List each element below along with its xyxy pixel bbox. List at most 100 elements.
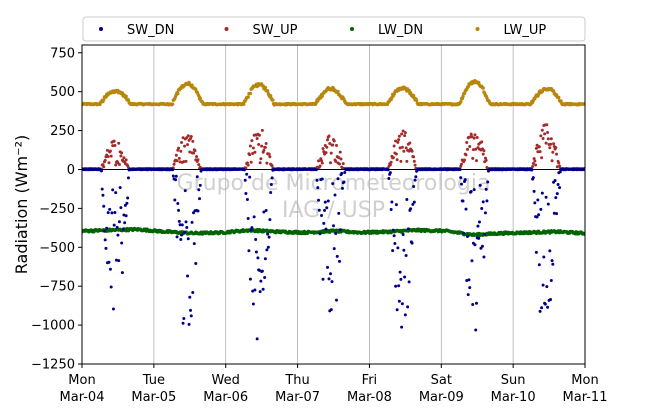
sw-dn-point [332,224,335,228]
lw-up-point [246,95,250,99]
sw-up-point [337,156,341,160]
sw-up-point [192,151,196,155]
sw-dn-point [486,180,490,184]
sw-up-point [480,140,484,144]
sw-dn-point [399,277,403,281]
sw-dn-point [462,231,466,235]
sw-up-point [179,149,183,153]
sw-up-point [531,162,535,165]
sw-dn-point [108,207,112,211]
sw-dn-point [478,183,482,187]
sw-dn-point [126,176,130,180]
sw-dn-point [406,227,410,231]
sw-up-point [412,159,416,163]
sw-up-point [549,142,553,146]
sw-up-point [257,133,261,137]
sw-up-point [470,135,474,139]
plot-frame [81,44,586,365]
sw-up-point [264,141,268,145]
lw-up-point [102,98,106,102]
sw-up-point [471,156,475,160]
sw-dn-point [190,220,194,224]
sw-dn-point [473,243,477,247]
sw-dn-point [549,297,553,301]
sw-dn-point [546,305,550,309]
sw-dn-point [174,178,178,182]
sw-dn-point [326,199,330,203]
sw-dn-point [197,188,201,192]
sw-dn-point [394,203,398,207]
sw-dn-point [117,220,121,224]
sw-dn-point [99,169,103,173]
sw-dn-point [400,325,404,329]
sw-dn-point [550,259,554,263]
series-layer [82,78,585,341]
sw-dn-point [268,218,272,222]
sw-dn-point [540,306,544,310]
sw-up-point [332,139,336,143]
sw-dn-point [171,174,175,178]
sw-up-point [196,158,200,162]
x-tick-day: Sun [501,373,526,388]
sw-up-point [324,151,328,155]
sw-dn-point [191,291,195,294]
sw-dn-point [326,265,330,269]
y-axis-label: Radiation (Wm⁻²) [12,135,31,274]
sw-dn-point [260,269,264,273]
legend-label: SW_UP [253,23,298,38]
sw-dn-point [121,227,125,231]
sw-dn-point [469,190,473,194]
sw-up-point [325,145,329,149]
sw-dn-point [265,248,269,252]
sw-dn-point [397,299,401,303]
lw-up-point [461,94,465,99]
sw-dn-point [176,202,180,206]
sw-up-point [122,156,126,160]
sw-dn-point [179,237,183,241]
sw-dn-point [317,198,321,202]
sw-dn-point [186,274,190,278]
sw-dn-point [337,259,341,263]
sw-dn-point [396,246,400,250]
sw-up-point [178,160,182,164]
sw-up-point [322,150,326,154]
sw-dn-point [484,187,488,191]
sw-up-point [395,158,399,162]
sw-up-point [404,146,408,150]
sw-up-point [189,135,193,139]
sw-up-point [531,164,535,168]
lw-up-point [265,89,270,93]
sw-dn-point [266,232,270,236]
legend: SW_DN SW_UP LW_DN LW_UP [82,16,586,42]
sw-up-point [541,136,545,140]
sw-up-point [543,132,547,136]
sw-up-point [191,139,195,143]
sw-up-point [175,159,179,163]
sw-dn-point [392,234,396,238]
sw-dn-point [389,207,393,211]
sw-up-point [389,160,393,164]
sw-dn-point [388,171,392,175]
sw-dn-point [126,196,130,200]
sw-up-point [105,148,109,152]
sw-up-point [117,141,121,145]
legend-box [82,16,586,42]
sw-up-point [468,145,472,148]
sw-up-point [248,144,252,148]
sw-dn-point [259,279,263,283]
sw-up-point [540,156,544,160]
sw-dn-point [394,284,398,288]
sw-dn-point [194,262,198,266]
lw-up-point [198,96,202,100]
sw-up-point [258,161,262,165]
sw-up-point [180,141,184,145]
sw-dn-point [248,277,252,281]
sw-dn-point [257,268,261,272]
sw-up-point [405,159,409,163]
sw-up-point [174,153,178,157]
gridlines [153,45,514,364]
x-tick-day: Mon [571,373,598,388]
sw-dn-point [258,290,262,294]
sw-up-point [320,159,324,163]
